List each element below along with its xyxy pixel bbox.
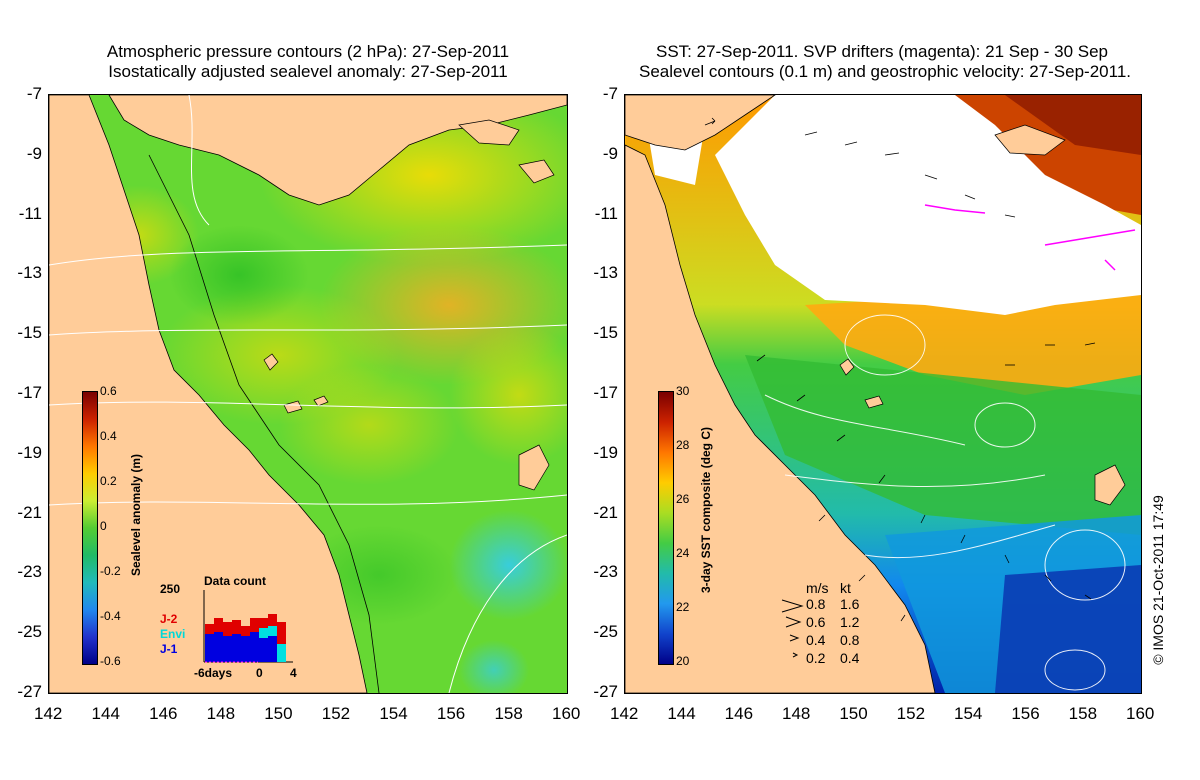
sst-colorbar-label: 3-day SST composite (deg C) xyxy=(699,426,713,594)
sealevel-map-graphic xyxy=(49,95,567,693)
sealevel-colorbar-tick-6: -0.6 xyxy=(100,654,121,668)
lat-label-right-1: -9 xyxy=(602,143,618,163)
velocity-legend-row-0-kt: 1.6 xyxy=(840,596,860,612)
lon-label-left-8: 158 xyxy=(494,704,523,723)
lat-label-right-3: -13 xyxy=(593,263,618,283)
right-title-line1: SST: 27-Sep-2011. SVP drifters (magenta)… xyxy=(655,42,1108,61)
velocity-legend-row-2-ms: 0.4 xyxy=(806,632,826,648)
lat-label-right-9: -25 xyxy=(593,622,618,642)
data-count-legend-j2: J-2 xyxy=(160,612,178,626)
lat-label-left-3: -13 xyxy=(17,263,42,283)
sst-colorbar-tick-3: 24 xyxy=(676,546,690,560)
lat-label-right-5: -17 xyxy=(593,383,618,402)
lon-label-right-4: 150 xyxy=(839,704,868,723)
velocity-legend-header-kt: kt xyxy=(840,580,851,596)
lat-label-left-8: -23 xyxy=(17,562,42,582)
histogram-bars xyxy=(205,614,286,662)
lon-label-right-3: 148 xyxy=(782,704,811,723)
velocity-arrows xyxy=(704,117,1096,622)
lon-label-left-3: 148 xyxy=(206,704,236,723)
lon-label-right-5: 152 xyxy=(896,704,926,723)
lon-label-right-2: 146 xyxy=(724,704,754,723)
lon-label-right-1: 144 xyxy=(667,704,696,723)
lat-label-left-4: -15 xyxy=(17,323,42,343)
velocity-legend-arrows xyxy=(781,599,804,658)
data-count-xtick-2: 4 xyxy=(290,666,297,680)
sst-map xyxy=(624,94,1142,694)
lat-label-right-0: -7 xyxy=(602,84,618,103)
velocity-legend-row-2-kt: 0.8 xyxy=(840,632,860,648)
sealevel-colorbar xyxy=(82,391,98,665)
lat-label-left-2: -11 xyxy=(18,203,42,223)
lat-label-right-7: -21 xyxy=(593,502,618,522)
lat-label-left-6: -19 xyxy=(17,442,42,462)
lat-label-left-1: -9 xyxy=(26,143,42,163)
sealevel-anomaly-map xyxy=(48,94,568,694)
data-count-legend-envi: Envi xyxy=(160,627,186,641)
drifter-tracks xyxy=(924,204,1136,271)
data-count-legend-j1: J-1 xyxy=(160,642,178,656)
lat-label-right-6: -19 xyxy=(593,442,618,462)
sealevel-colorbar-tick-1: 0.4 xyxy=(100,429,117,443)
left-title-line2: Isostatically adjusted sealevel anomaly:… xyxy=(108,62,508,81)
lon-label-left-9: 160 xyxy=(552,704,581,723)
lon-label-right-0: 142 xyxy=(610,704,639,723)
lat-label-left-5: -17 xyxy=(17,383,42,402)
lon-label-right-7: 156 xyxy=(1011,704,1040,723)
sst-map-graphic xyxy=(625,95,1141,693)
sealevel-colorbar-tick-2: 0.2 xyxy=(100,474,117,488)
sealevel-contours xyxy=(764,314,1126,691)
sst-colorbar xyxy=(658,391,674,665)
lat-label-right-4: -15 xyxy=(593,323,618,343)
sst-colorbar-tick-5: 20 xyxy=(676,654,690,668)
sealevel-colorbar-tick-0: 0.6 xyxy=(100,384,117,398)
lon-label-left-7: 156 xyxy=(436,704,466,723)
lon-label-left-5: 152 xyxy=(321,704,351,723)
velocity-legend-row-1-ms: 0.6 xyxy=(806,614,826,630)
lon-label-right-6: 154 xyxy=(954,704,983,723)
data-count-ymax: 250 xyxy=(160,582,181,596)
sealevel-colorbar-tick-4: -0.2 xyxy=(100,564,121,578)
lon-label-left-6: 154 xyxy=(379,704,408,723)
data-count-xtick-1: 0 xyxy=(256,666,263,680)
data-count-title: Data count xyxy=(204,574,267,588)
lat-label-left-10: -27 xyxy=(17,682,42,701)
right-title-line2: Sealevel contours (0.1 m) and geostrophi… xyxy=(638,62,1131,81)
velocity-legend-row-3-kt: 0.4 xyxy=(840,650,860,666)
copyright-notice: © IMOS 21-Oct-2011 17:49 xyxy=(1150,495,1166,665)
lon-label-left-4: 150 xyxy=(264,704,293,723)
data-count-histogram xyxy=(203,590,293,663)
left-title-line1: Atmospheric pressure contours (2 hPa): 2… xyxy=(106,42,510,61)
lat-label-left-0: -7 xyxy=(26,84,42,103)
lat-label-right-2: -11 xyxy=(594,203,618,223)
lat-label-right-8: -23 xyxy=(593,562,618,582)
sst-colorbar-tick-2: 26 xyxy=(676,492,690,506)
lon-label-right-9: 160 xyxy=(1126,704,1155,723)
sealevel-colorbar-tick-5: -0.4 xyxy=(100,609,121,623)
velocity-legend-row-0-ms: 0.8 xyxy=(806,596,826,612)
sst-colorbar-tick-1: 28 xyxy=(676,438,690,452)
sst-colorbar-tick-4: 22 xyxy=(676,600,690,614)
lon-label-right-8: 158 xyxy=(1068,704,1098,723)
sealevel-colorbar-tick-3: 0 xyxy=(100,519,107,533)
sst-colorbar-tick-0: 30 xyxy=(676,384,690,398)
lon-label-left-2: 146 xyxy=(149,704,178,723)
velocity-legend-row-3-ms: 0.2 xyxy=(806,650,826,666)
lon-label-left-1: 144 xyxy=(91,704,120,723)
velocity-legend-row-1-kt: 1.2 xyxy=(840,614,860,630)
lon-label-left-0: 142 xyxy=(34,704,63,723)
velocity-legend-header-ms: m/s xyxy=(806,580,829,596)
lat-label-left-9: -25 xyxy=(17,622,42,642)
lat-label-left-7: -21 xyxy=(17,502,42,522)
sealevel-colorbar-label: Sealevel anomaly (m) xyxy=(129,453,143,577)
data-count-xtick-0: -6days xyxy=(194,666,233,680)
lat-label-right-10: -27 xyxy=(593,682,618,701)
